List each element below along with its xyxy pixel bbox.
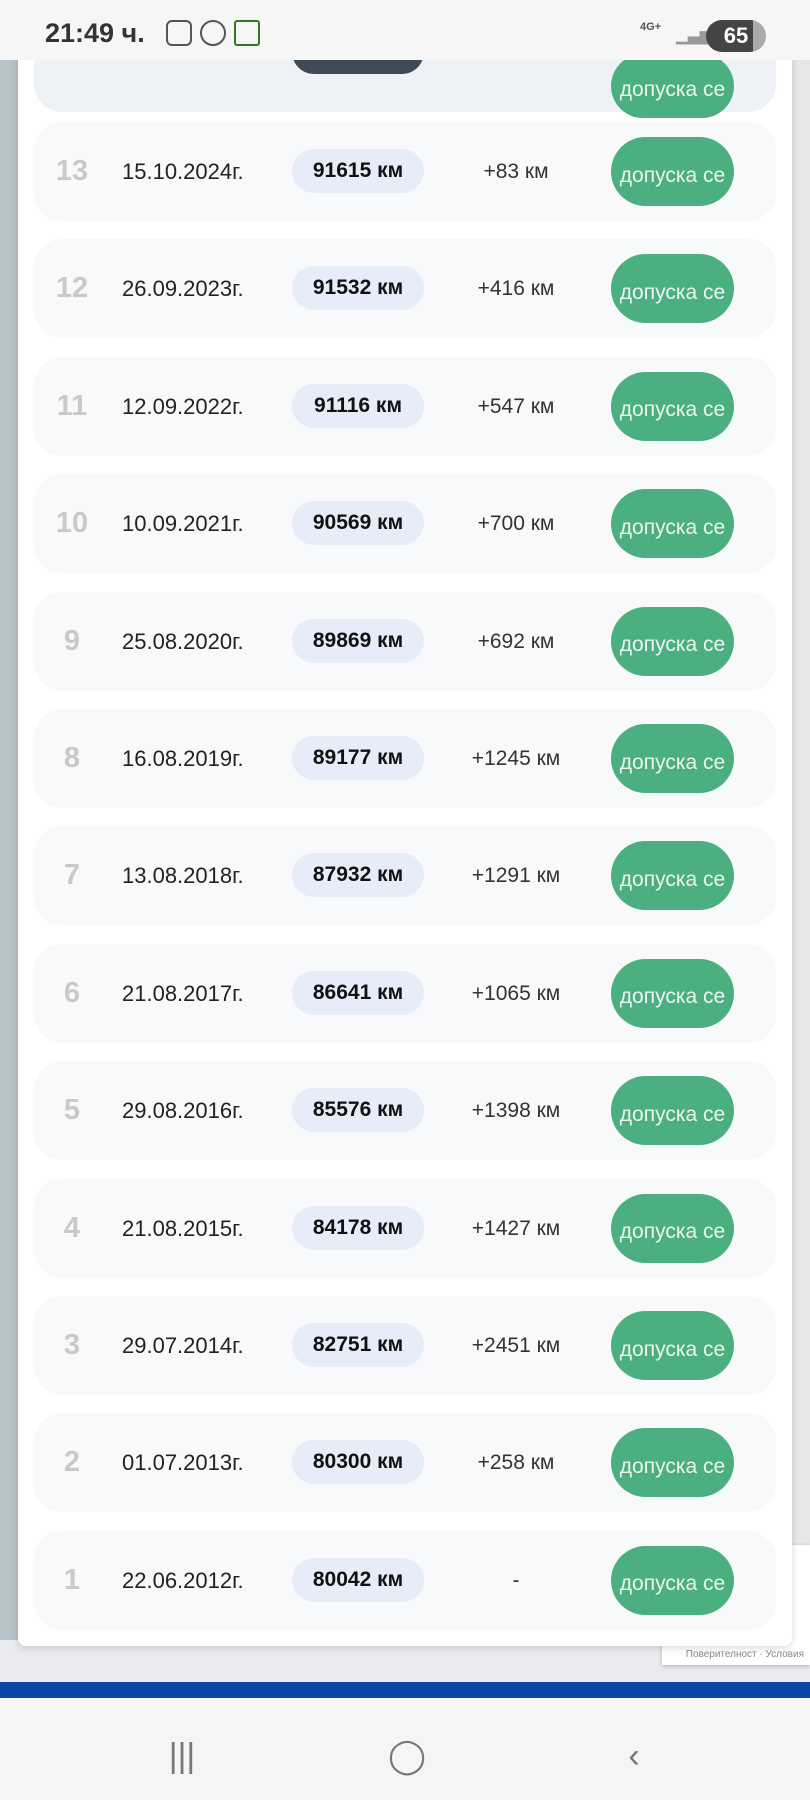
odometer-km: 90569 км: [292, 501, 424, 546]
km-delta: +1245 км: [471, 747, 561, 770]
row-number: 9: [63, 624, 81, 657]
inspection-date: 29.08.2016г.: [122, 1098, 244, 1124]
inspection-date: 15.10.2024г.: [122, 159, 244, 184]
row-number: 3: [63, 1329, 81, 1361]
row-number: 5: [63, 1094, 81, 1127]
odometer-km: 89177 км: [292, 736, 424, 780]
km-delta: +1427 км: [471, 1216, 561, 1240]
row-number: 10: [55, 507, 89, 540]
row-number: 4: [63, 1211, 81, 1244]
row-number: 8: [63, 742, 81, 774]
inspection-date: 12.09.2022г.: [122, 393, 244, 419]
table-row: 5 29.08.2016г. 85576 км +1398 км допуска се: [34, 1061, 776, 1161]
battery-indicator: 65: [706, 20, 766, 52]
inspection-date: 22.06.2012г.: [122, 1567, 244, 1593]
status-button[interactable]: допуска се: [611, 1311, 734, 1380]
km-delta: -: [512, 1568, 520, 1592]
row-number: 6: [63, 976, 81, 1009]
status-button[interactable]: допуска се: [611, 1428, 734, 1498]
status-button[interactable]: допуска се: [611, 724, 734, 793]
background-page: [0, 60, 20, 1640]
table-row: 6 21.08.2017г. 86641 км +1065 км допуска се: [34, 943, 776, 1043]
status-button[interactable]: допуска се: [611, 489, 734, 559]
odometer-km: 91532 км: [292, 266, 424, 311]
table-row: 8 16.08.2019г. 89177 км +1245 км допуска се: [34, 709, 776, 808]
inspection-date: 26.09.2023г.: [122, 276, 244, 302]
inspection-date: 10.09.2021г.: [122, 511, 244, 537]
odometer-km: 91615 км: [292, 149, 424, 193]
notification-icons: [166, 20, 260, 46]
odometer-km: 89869 км: [292, 618, 424, 663]
km-delta: +258 км: [477, 1451, 555, 1475]
status-button[interactable]: допуска се: [611, 54, 734, 118]
status-button[interactable]: допуска се: [611, 254, 734, 324]
row-number: 12: [55, 272, 89, 305]
odometer-km: 84178 км: [292, 1205, 424, 1250]
status-button[interactable]: допуска се: [611, 137, 734, 206]
status-button[interactable]: допуска се: [611, 1193, 734, 1263]
odometer-km: 80042 км: [292, 1557, 424, 1602]
network-type: 4G+: [640, 21, 662, 33]
status-button[interactable]: допуска се: [611, 1076, 734, 1146]
status-button[interactable]: допуска се: [611, 841, 734, 911]
status-button[interactable]: допуска се: [611, 958, 734, 1028]
table-row: 10 10.09.2021г. 90569 км +700 км допуска се: [34, 474, 776, 574]
odometer-km: 85576 км: [292, 1088, 424, 1133]
back-icon[interactable]: ‹: [628, 1737, 640, 1775]
inspection-date: 01.07.2013г.: [122, 1450, 244, 1476]
odometer-km: 91116 км: [292, 383, 424, 428]
km-delta: +547 км: [477, 394, 555, 418]
table-row: 11 12.09.2022г. 91116 км +547 км допуска се: [34, 356, 776, 456]
recent-apps-icon[interactable]: |||: [168, 1737, 196, 1775]
inspection-date: 21.08.2015г.: [122, 1215, 244, 1241]
km-delta: +1398 км: [471, 1099, 561, 1123]
table-row: 4 21.08.2015г. 84178 км +1427 км допуска се: [34, 1178, 776, 1278]
km-delta: +83 км: [483, 160, 549, 183]
km-delta: +1065 км: [471, 981, 561, 1005]
km-delta: +1291 км: [471, 864, 561, 888]
row-number: 13: [55, 155, 89, 187]
km-delta: +2451 км: [471, 1334, 561, 1357]
table-row: 9 25.08.2020г. 89869 км +692 км допуска се: [34, 591, 776, 691]
row-number: 11: [56, 389, 88, 422]
inspection-date: 16.08.2019г.: [122, 746, 244, 771]
table-row: 13 15.10.2024г. 91615 км +83 км допуска се: [34, 122, 776, 221]
status-bar: 21:49 ч. 4G+ ▁▃▅ 65: [0, 0, 810, 60]
table-row: 12 26.09.2023г. 91532 км +416 км допуска се: [34, 239, 776, 339]
km-delta: +700 км: [477, 512, 555, 536]
brand-bar: [0, 1682, 810, 1698]
status-button[interactable]: допуска се: [611, 371, 734, 441]
odometer-km: 87932 км: [292, 853, 424, 898]
odometer-km: 80300 км: [292, 1440, 424, 1485]
row-number: 1: [63, 1563, 81, 1596]
table-row: 1 22.06.2012г. 80042 км - допуска се: [34, 1530, 776, 1630]
status-button[interactable]: допуска се: [611, 1545, 734, 1615]
home-icon[interactable]: ◯: [387, 1737, 427, 1775]
km-delta: +416 км: [477, 277, 555, 301]
odometer-km: 86641 км: [292, 970, 424, 1015]
inspection-date: 29.07.2014г.: [122, 1333, 244, 1358]
whatsapp-icon: [200, 20, 226, 46]
screenshot-icon: [166, 20, 192, 46]
signal-icon: ▁▃▅: [676, 24, 714, 44]
inspection-date: 21.08.2017г.: [122, 980, 244, 1006]
clock: 21:49 ч.: [45, 18, 145, 48]
row-number: 7: [63, 859, 81, 892]
inspection-date: 13.08.2018г.: [122, 863, 244, 889]
row-number: 2: [63, 1446, 81, 1479]
android-nav-bar: ||| ◯ ‹: [0, 1698, 810, 1800]
table-row: 2 01.07.2013г. 80300 км +258 км допуска се: [34, 1413, 776, 1513]
background-page-right: [792, 60, 810, 1640]
km-delta: +692 км: [477, 629, 555, 653]
status-button[interactable]: допуска се: [611, 606, 734, 676]
inspection-date: 25.08.2020г.: [122, 628, 244, 654]
table-row: 3 29.07.2014г. 82751 км +2451 км допуска се: [34, 1296, 776, 1395]
home-app-icon: [234, 20, 260, 46]
table-row: 7 13.08.2018г. 87932 км +1291 км допуска се: [34, 826, 776, 926]
odometer-km: 82751 км: [292, 1323, 424, 1367]
